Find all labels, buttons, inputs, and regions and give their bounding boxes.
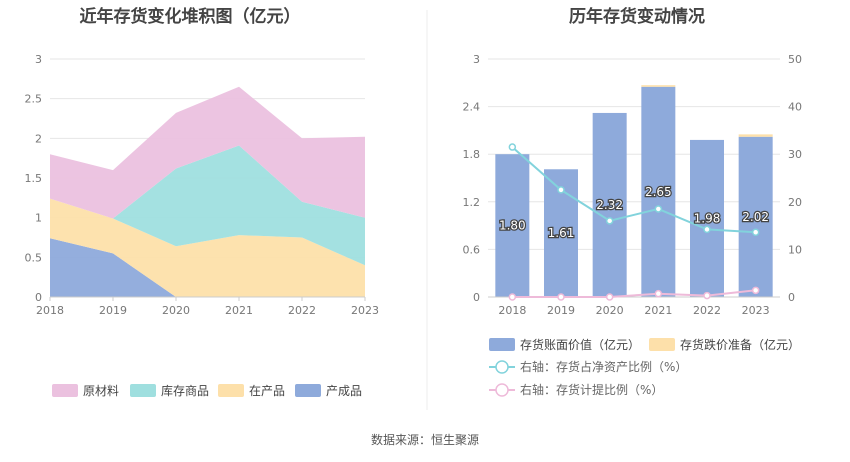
y-left-tick-label: 2.4 xyxy=(463,101,481,114)
legend-label: 右轴：存货计提比例（%） xyxy=(520,382,663,397)
y-tick-label: 0 xyxy=(35,291,42,304)
y-right-tick-label: 30 xyxy=(788,148,802,161)
y-tick-label: 2 xyxy=(35,132,42,145)
legend-item: 产成品 xyxy=(295,384,362,398)
y-right-tick-label: 20 xyxy=(788,196,802,209)
y-right-tick-label: 50 xyxy=(788,53,802,66)
x-tick-label: 2018 xyxy=(36,304,64,317)
legend-label: 产成品 xyxy=(326,384,362,398)
legend-swatch xyxy=(649,338,675,351)
legend-swatch xyxy=(130,384,156,397)
line-point xyxy=(703,291,711,300)
legend-item: 库存商品 xyxy=(130,383,209,398)
legend-item: 存货账面价值（亿元） xyxy=(489,337,640,352)
line-point xyxy=(654,205,663,213)
y-right-tick-label: 10 xyxy=(788,243,802,256)
bar-inventory-value xyxy=(495,154,530,297)
x-tick-label: 2022 xyxy=(693,304,721,317)
x-tick-label: 2021 xyxy=(644,304,672,317)
line-point xyxy=(557,293,565,301)
bar-impairment-reserve xyxy=(738,134,773,137)
x-tick-label: 2019 xyxy=(547,304,575,317)
legend-label: 存货账面价值（亿元） xyxy=(520,337,640,352)
right-chart-title: 历年存货变动情况 xyxy=(569,6,705,27)
x-tick-label: 2019 xyxy=(99,304,127,317)
legend-swatch xyxy=(489,338,515,351)
bar-data-label: 1.80 xyxy=(499,219,526,233)
y-left-tick-label: 0.6 xyxy=(463,243,481,256)
y-right-tick-label: 40 xyxy=(788,101,802,114)
left-chart-title: 近年存货变化堆积图（亿元） xyxy=(80,6,301,27)
legend-item: 存货跌价准备（亿元） xyxy=(649,337,800,352)
line-point xyxy=(703,225,711,234)
legend-swatch xyxy=(52,384,78,397)
bar-inventory-value xyxy=(641,86,676,298)
legend-label: 存货跌价准备（亿元） xyxy=(680,337,800,352)
line-point xyxy=(751,286,760,295)
x-tick-label: 2021 xyxy=(225,304,253,317)
line-point xyxy=(605,293,614,301)
line-point xyxy=(751,228,760,237)
bar-inventory-value xyxy=(690,139,724,297)
line-point xyxy=(557,186,565,194)
bar-data-label: 2.32 xyxy=(596,198,623,212)
area-series-产成品 xyxy=(50,238,365,297)
area-series-库存商品 xyxy=(50,145,365,266)
line-point xyxy=(605,217,614,225)
bar-inventory-value xyxy=(738,136,773,297)
y-left-tick-label: 3 xyxy=(473,53,480,66)
y-tick-label: 3 xyxy=(35,53,42,66)
stacked-area-chart: 近年存货变化堆积图（亿元） 0 0.5 1 1.5 2 2.5 3 2018 2019 2020 2… xyxy=(25,6,380,398)
line-series-1 xyxy=(512,289,756,298)
x-tick-label: 2023 xyxy=(742,304,770,317)
y-tick-label: 2.5 xyxy=(25,93,43,106)
bar-data-label: 1.61 xyxy=(548,226,575,240)
data-source-note: 数据来源：恒生聚源 xyxy=(371,432,479,447)
x-tick-label: 2022 xyxy=(288,304,316,317)
y-left-tick-label: 1.8 xyxy=(463,148,481,161)
legend-item: 原材料 xyxy=(52,384,119,398)
x-tick-label: 2020 xyxy=(162,304,190,317)
bar-data-label: 2.65 xyxy=(645,185,672,199)
area-series-在产品 xyxy=(50,198,365,297)
line-point xyxy=(654,289,663,298)
legend-label: 库存商品 xyxy=(161,383,209,398)
legend-marker xyxy=(495,360,509,374)
legend-item: 右轴：存货占净资产比例（%） xyxy=(489,359,687,374)
legend-label: 右轴：存货占净资产比例（%） xyxy=(520,359,687,374)
y-tick-label: 1 xyxy=(35,212,42,225)
bar-inventory-value xyxy=(592,112,627,298)
line-point xyxy=(508,143,517,151)
bar-impairment-reserve xyxy=(641,85,676,87)
area-series-原材料 xyxy=(50,86,365,219)
y-tick-label: 1.5 xyxy=(25,172,43,185)
y-right-tick-label: 0 xyxy=(788,291,795,304)
legend-label: 在产品 xyxy=(249,384,285,398)
bar-data-label: 1.98 xyxy=(694,211,721,225)
legend-marker xyxy=(495,383,509,397)
legend-swatch xyxy=(218,384,244,397)
legend-label: 原材料 xyxy=(83,384,119,398)
line-series-0 xyxy=(511,146,756,234)
legend-item: 在产品 xyxy=(218,384,285,398)
y-left-tick-label: 1.2 xyxy=(463,196,481,209)
x-tick-label: 2023 xyxy=(351,304,379,317)
legend-item: 右轴：存货计提比例（%） xyxy=(489,382,663,397)
x-tick-label: 2020 xyxy=(596,304,624,317)
y-tick-label: 0.5 xyxy=(25,251,43,264)
y-left-tick-label: 0 xyxy=(473,291,480,304)
legend-swatch xyxy=(295,384,321,397)
bar-data-label: 2.02 xyxy=(742,210,769,224)
line-point xyxy=(508,293,517,301)
x-tick-label: 2018 xyxy=(498,304,526,317)
